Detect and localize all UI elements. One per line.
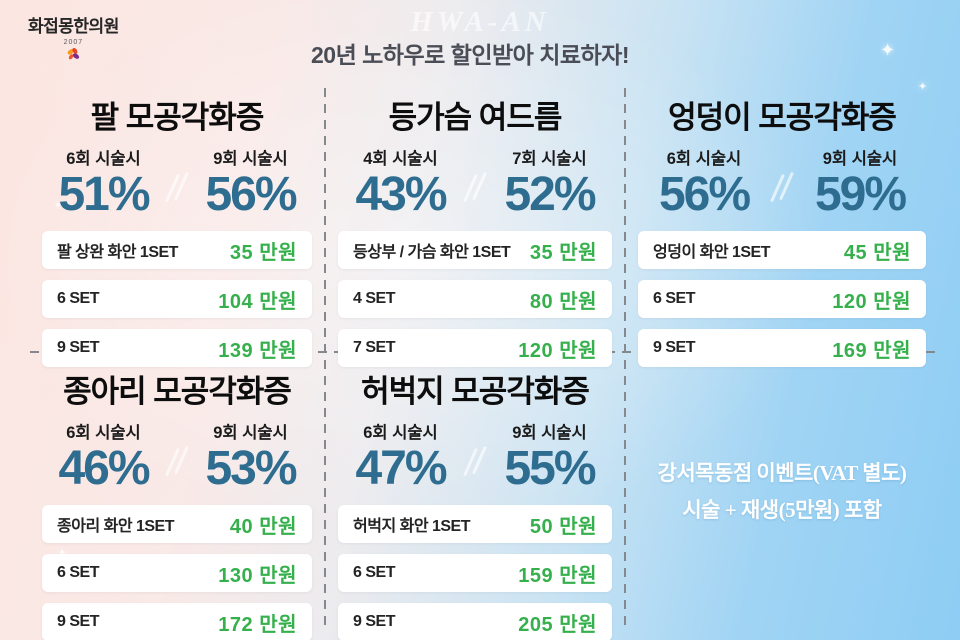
price-row-value: 35 만원 [529,241,597,264]
discount-percent: 53% [205,442,297,495]
price-row-value: 45 만원 [843,241,911,264]
price-row: 6 SET 120 만원 [638,280,926,318]
discount-percent: 46% [58,442,150,495]
sessions-label: 9회 시술시 [512,424,587,442]
price-row: 6 SET 159 만원 [338,554,612,592]
discount-percent: 56% [205,168,297,221]
discount-percent: 55% [504,442,596,495]
price-row: 6 SET 130 만원 [42,554,312,592]
discount-row: 6회 시술시 46% 9회 시술시 53% [30,419,324,493]
price-row-label: 엉덩이 화안 1SET [653,244,771,261]
price-row-value: 50 만원 [529,515,597,538]
price-row: 종아리 화안 1SET 40 만원 [42,505,312,543]
price-row-label: 팔 상완 화안 1SET [57,244,178,261]
price-row-label: 9 SET [353,613,395,630]
discount-row: 4회 시술시 43% 7회 시술시 52% [326,145,624,219]
section-back-chest: 등가슴 여드름 4회 시술시 43% 7회 시술시 52% 등상부 / 가슴 화… [326,88,624,378]
discount-percent: 51% [58,168,150,221]
discount-row: 6회 시술시 56% 9회 시술시 59% [626,145,938,219]
price-row-label: 4 SET [353,290,395,307]
price-row-value: 205 만원 [518,613,597,636]
sessions-label: 9회 시술시 [213,424,288,442]
section-title: 엉덩이 모공각화증 [668,100,897,135]
price-row-value: 139 만원 [218,339,297,362]
discount-percent: 56% [658,168,751,221]
section-title: 허벅지 모공각화증 [361,374,590,409]
discount-percent: 59% [814,168,907,221]
price-row-value: 169 만원 [832,339,911,362]
price-row-label: 종아리 화안 1SET [57,518,175,535]
section-buttocks: 엉덩이 모공각화증 6회 시술시 56% 9회 시술시 59% 엉덩이 화안 1… [626,88,938,378]
swoosh-icon [462,171,488,205]
event-note-line1: 강서목동점 이벤트(VAT 별도) [657,461,907,486]
price-row: 6 SET 104 만원 [42,280,312,318]
swoosh-icon [164,171,190,205]
price-row: 9 SET 139 만원 [42,329,312,367]
price-row: 9 SET 169 만원 [638,329,926,367]
sessions-label: 4회 시술시 [363,150,438,168]
price-row-label: 9 SET [57,613,99,630]
price-row-value: 35 만원 [229,241,297,264]
price-row: 4 SET 80 만원 [338,280,612,318]
vertical-divider [624,88,626,632]
sessions-label: 7회 시술시 [512,150,587,168]
price-row-value: 130 만원 [218,564,297,587]
vertical-divider [324,88,326,632]
price-row-label: 6 SET [353,564,395,581]
price-row: 9 SET 172 만원 [42,603,312,640]
price-row-label: 7 SET [353,339,395,356]
price-row: 허벅지 화안 1SET 50 만원 [338,505,612,543]
price-row-value: 120 만원 [832,290,911,313]
price-row-label: 6 SET [653,290,695,307]
event-note: 강서목동점 이벤트(VAT 별도) 시술 + 재생(5만원) 포함 [626,372,938,612]
clinic-year: 2007 [63,39,84,46]
sessions-label: 6회 시술시 [66,424,141,442]
section-thigh: 허벅지 모공각화증 6회 시술시 47% 9회 시술시 55% 허벅지 화안 1… [326,362,624,640]
price-row-value: 80 만원 [529,290,597,313]
discount-row: 6회 시술시 51% 9회 시술시 56% [30,145,324,219]
section-calf: 종아리 모공각화증 6회 시술시 46% 9회 시술시 53% 종아리 화안 1… [30,362,324,640]
price-row: 팔 상완 화안 1SET 35 만원 [42,231,312,269]
price-row: 9 SET 205 만원 [338,603,612,640]
section-title: 팔 모공각화증 [90,100,265,135]
swoosh-icon [769,171,795,205]
price-row: 7 SET 120 만원 [338,329,612,367]
section-title: 종아리 모공각화증 [63,374,292,409]
discount-percent: 47% [355,442,447,495]
price-row-value: 104 만원 [218,290,297,313]
sessions-label: 6회 시술시 [66,150,141,168]
price-row-label: 6 SET [57,290,99,307]
swoosh-icon [164,445,190,479]
price-row-value: 172 만원 [218,613,297,636]
event-note-line2: 시술 + 재생(5만원) 포함 [682,498,882,522]
sessions-label: 6회 시술시 [666,150,742,168]
discount-percent: 52% [504,168,596,221]
price-row-label: 허벅지 화안 1SET [353,518,471,535]
clinic-logo: 화접몽한의원 2007 [28,12,119,61]
price-row: 엉덩이 화안 1SET 45 만원 [638,231,926,269]
clinic-name: 화접몽한의원 [28,17,119,36]
sessions-label: 9회 시술시 [822,150,898,168]
price-row-label: 6 SET [57,564,99,581]
section-title: 등가슴 여드름 [388,100,563,135]
section-arm: 팔 모공각화증 6회 시술시 51% 9회 시술시 56% 팔 상완 화안 1S… [30,88,324,378]
discount-percent: 43% [355,168,447,221]
watermark-text: HWA-AN [410,6,550,38]
price-row-value: 159 만원 [518,564,597,587]
swoosh-icon [462,445,488,479]
discount-row: 6회 시술시 47% 9회 시술시 55% [326,419,624,493]
price-row-label: 9 SET [57,339,99,356]
price-row-label: 9 SET [653,339,695,356]
sessions-label: 6회 시술시 [363,424,438,442]
sessions-label: 9회 시술시 [213,150,288,168]
price-row-value: 40 만원 [229,515,297,538]
butterfly-logo-icon [67,47,80,60]
price-row: 등상부 / 가슴 화안 1SET 35 만원 [338,231,612,269]
price-row-value: 120 만원 [518,339,597,362]
price-row-label: 등상부 / 가슴 화안 1SET [353,244,511,261]
page-title: 20년 노하우로 할인받아 치료하자! [311,42,630,68]
